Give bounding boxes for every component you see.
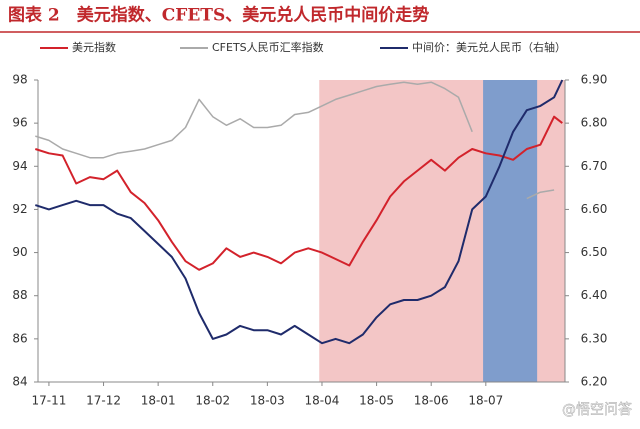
shaded-region — [483, 80, 538, 382]
y2-tick-label: 6.30 — [581, 331, 608, 345]
x-tick-label: 18-07 — [468, 394, 503, 408]
x-tick-label: 18-04 — [305, 394, 340, 408]
y2-tick-label: 6.80 — [581, 116, 608, 130]
y-tick-label: 92 — [12, 202, 27, 216]
legend-label: 美元指数 — [72, 40, 116, 54]
y2-tick-label: 6.90 — [581, 73, 608, 87]
y-tick-label: 86 — [12, 331, 27, 345]
x-tick-label: 18-03 — [250, 394, 285, 408]
x-tick-label: 18-05 — [359, 394, 394, 408]
y-tick-label: 90 — [12, 245, 27, 259]
y2-tick-label: 6.40 — [581, 288, 608, 302]
chart-title: 图表 2 美元指数、CFETS、美元兑人民币中间价走势 — [8, 5, 429, 26]
y2-tick-label: 6.50 — [581, 245, 608, 259]
y-tick-label: 98 — [12, 73, 27, 87]
x-tick-label: 18-02 — [195, 394, 230, 408]
x-tick-label: 17-12 — [86, 394, 121, 408]
x-tick-label: 18-06 — [414, 394, 449, 408]
watermark: @悟空问答 — [562, 401, 632, 418]
y2-tick-label: 6.70 — [581, 159, 608, 173]
x-tick-label: 17-11 — [31, 394, 66, 408]
series-line — [34, 115, 563, 271]
y-tick-label: 96 — [12, 116, 27, 130]
y-tick-label: 84 — [12, 375, 27, 389]
legend-label: CFETS人民币汇率指数 — [212, 40, 324, 54]
y-tick-label: 88 — [12, 288, 27, 302]
y-tick-label: 94 — [12, 159, 27, 173]
legend-label: 中间价：美元兑人民币（右轴） — [412, 40, 566, 54]
series-line — [35, 81, 555, 200]
y2-tick-label: 6.60 — [581, 202, 608, 216]
series-line — [34, 79, 564, 345]
x-tick-label: 18-01 — [141, 394, 176, 408]
y2-tick-label: 6.20 — [581, 375, 608, 389]
